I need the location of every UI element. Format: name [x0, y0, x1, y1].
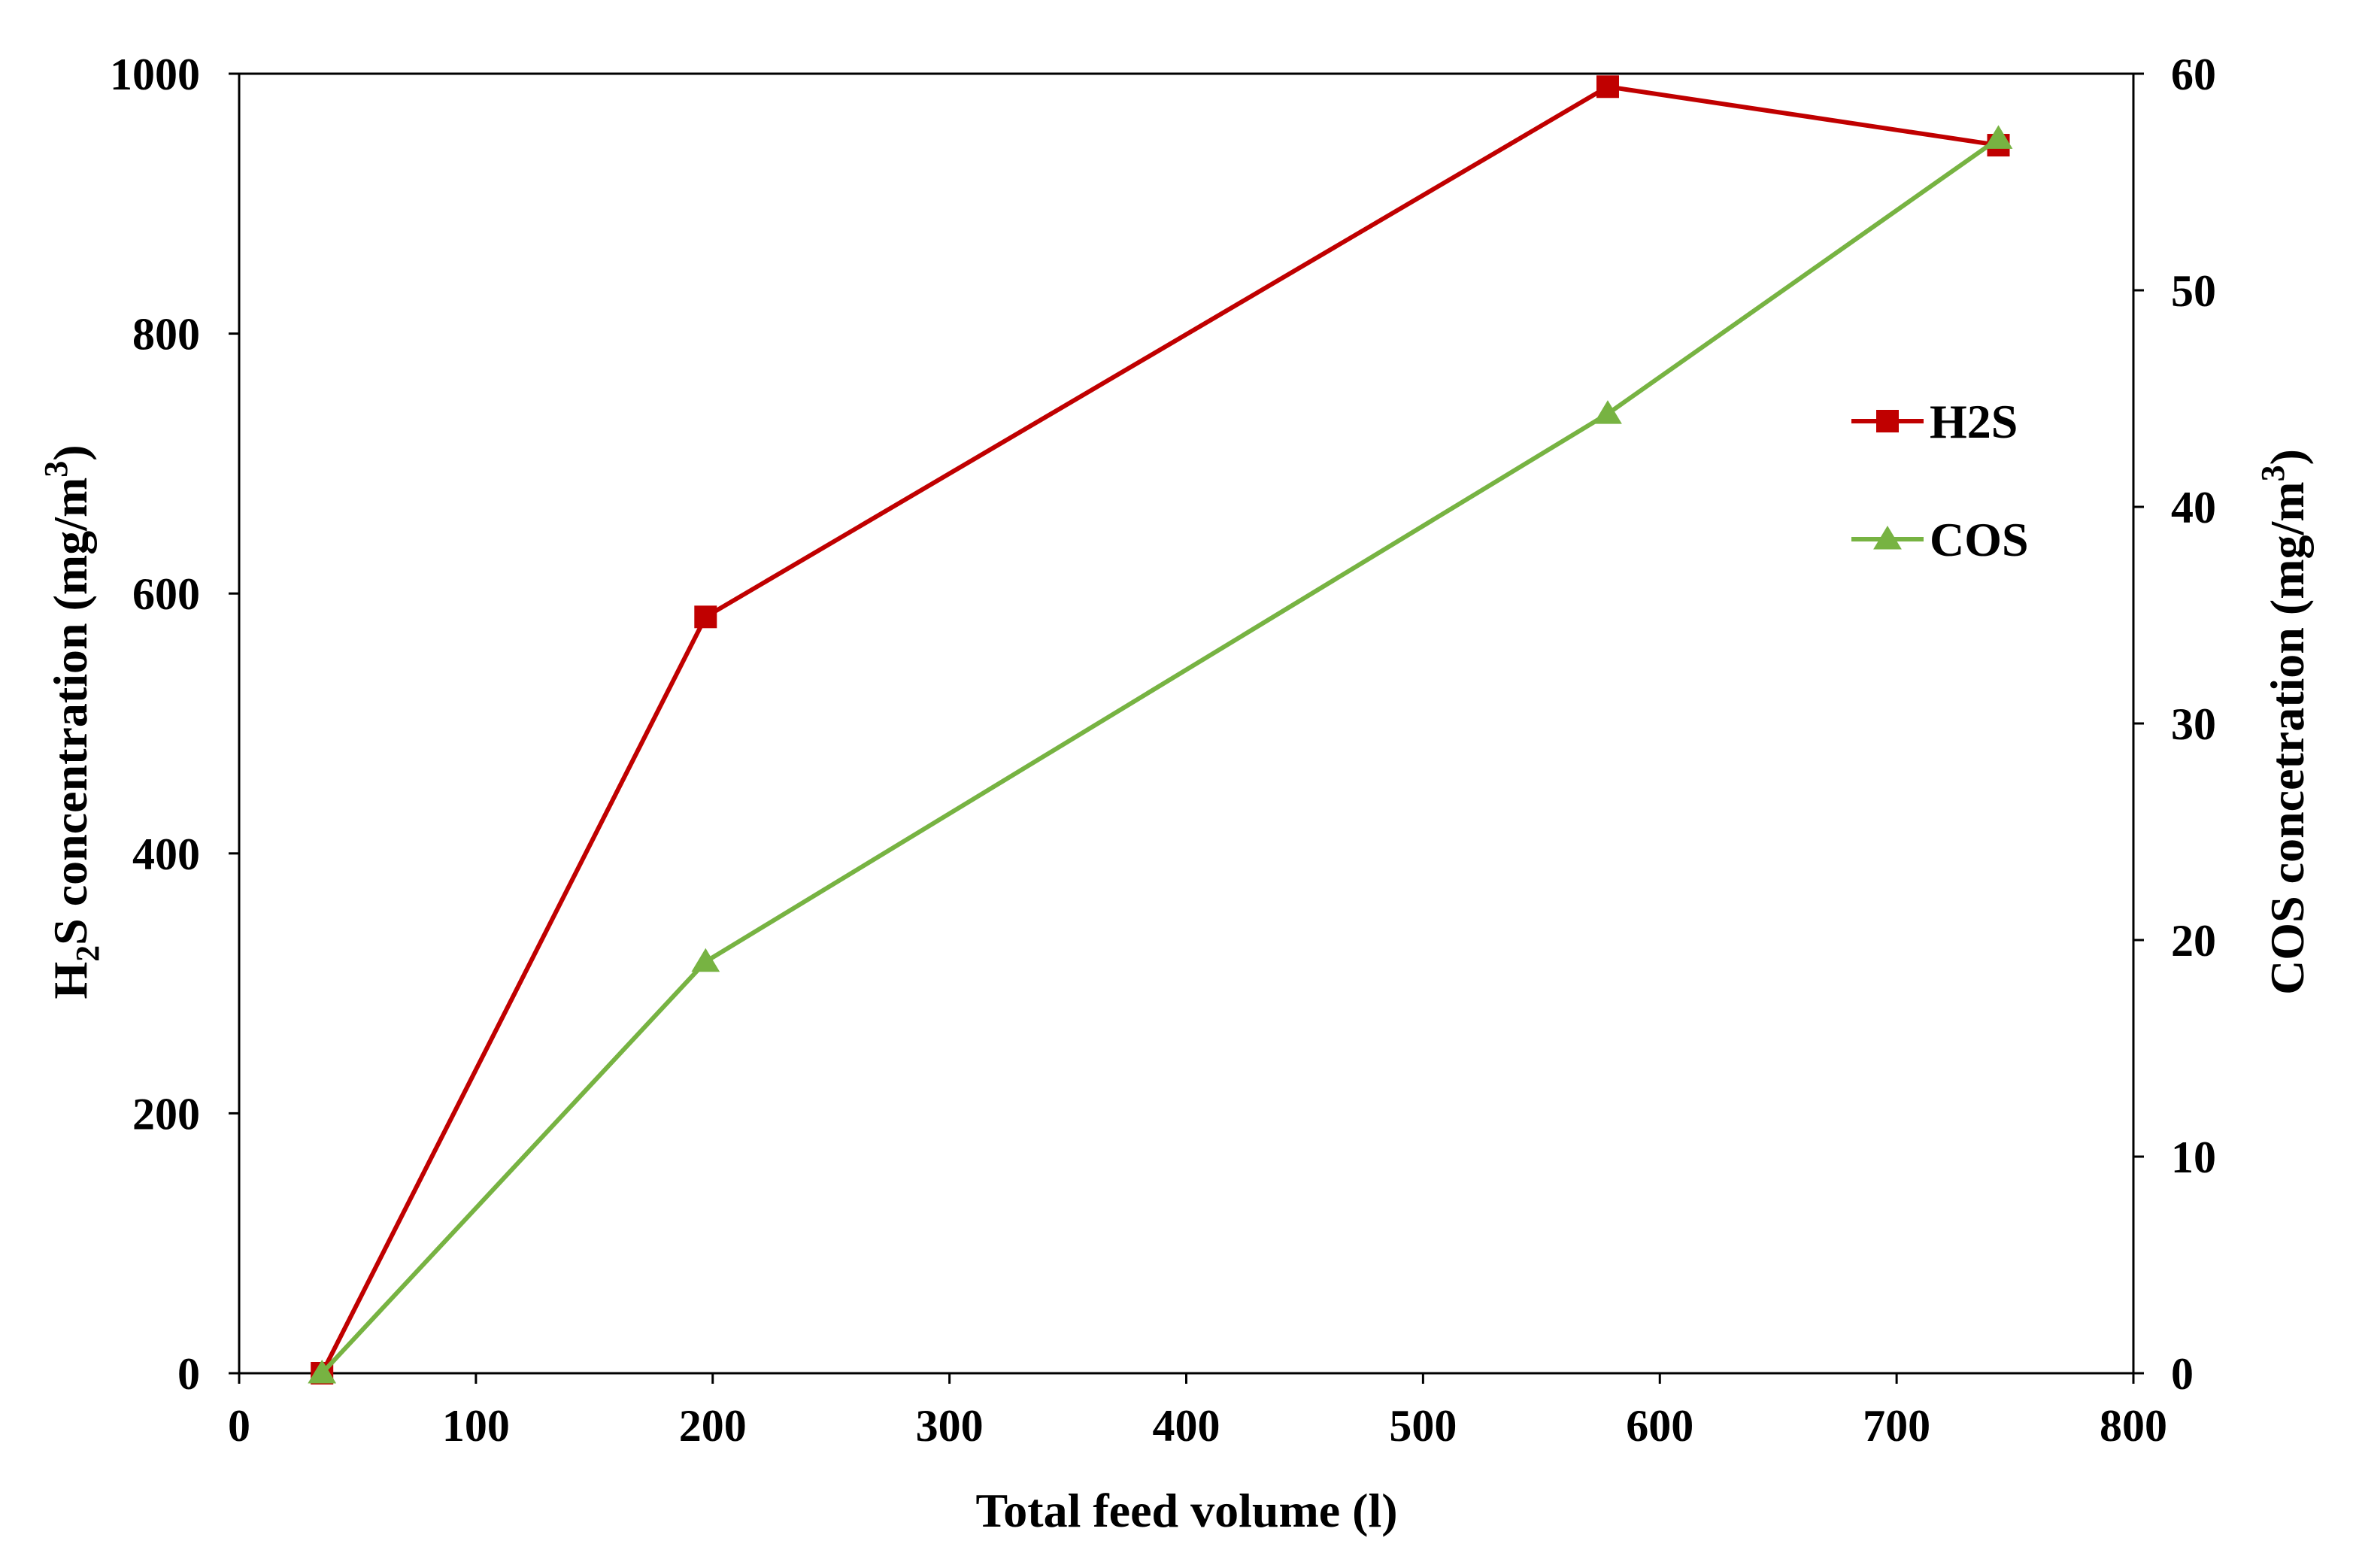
x-axis-title: Total feed volume (l) [975, 1484, 1397, 1537]
right-y-tick-label: 20 [2171, 916, 2216, 966]
right-y-tick-label: 60 [2171, 50, 2216, 99]
data-point-cos [691, 948, 720, 972]
data-point-cos [308, 1360, 337, 1384]
right-y-axis-title-main: COS concetration (mg/m [2260, 481, 2314, 995]
left-y-axis-title-main: H [44, 962, 97, 999]
x-axis-ticks: 0 100 200 300 400 500 600 700 800 [228, 1373, 2167, 1451]
legend: H2S COS [1851, 395, 2029, 566]
right-y-tick-label: 40 [2171, 483, 2216, 532]
left-y-axis-ticks: 0 200 400 600 800 1000 [110, 50, 239, 1399]
x-tick-label: 800 [2100, 1401, 2167, 1451]
legend-marker-cos [1873, 526, 1902, 550]
series-line-cos [320, 136, 2000, 1375]
right-y-tick-label: 10 [2171, 1133, 2216, 1182]
left-y-tick-label: 0 [177, 1349, 200, 1399]
x-tick-label: 700 [1863, 1401, 1930, 1451]
x-tick-label: 300 [916, 1401, 984, 1451]
data-point-h2s [1596, 75, 1619, 99]
left-y-axis-title-rest: S concentration (mg/m [44, 478, 97, 945]
x-tick-label: 0 [228, 1401, 250, 1451]
left-y-axis-title-superscript: 3 [38, 461, 74, 478]
left-y-axis-title-end: ) [44, 444, 97, 460]
left-y-tick-label: 200 [132, 1089, 200, 1139]
data-point-cos [1593, 400, 1622, 424]
data-point-h2s [694, 605, 717, 629]
legend-item-cos: COS [1851, 513, 2029, 566]
data-point-cos [1984, 125, 2013, 149]
left-y-tick-label: 1000 [110, 50, 200, 99]
right-y-tick-label: 50 [2171, 266, 2216, 316]
right-y-tick-label: 30 [2171, 699, 2216, 749]
plot-area [238, 72, 2135, 1375]
right-y-axis-title-end: ) [2260, 449, 2314, 465]
left-y-tick-label: 400 [132, 829, 200, 879]
right-y-tick-label: 0 [2171, 1349, 2194, 1399]
x-tick-label: 100 [442, 1401, 510, 1451]
series-layer [308, 75, 2013, 1385]
legend-label-cos: COS [1930, 513, 2029, 566]
legend-label-h2s: H2S [1930, 395, 2018, 448]
x-tick-label: 600 [1626, 1401, 1693, 1451]
series-cos [308, 125, 2013, 1384]
series-h2s [311, 75, 2010, 1385]
left-y-axis-title-subscript: 2 [69, 945, 106, 962]
right-y-axis-ticks: 0 10 20 30 40 50 60 [2133, 50, 2216, 1399]
legend-item-h2s: H2S [1851, 395, 2018, 448]
right-y-axis-title: COS concetration (mg/m3) [2254, 449, 2314, 995]
x-tick-label: 400 [1153, 1401, 1220, 1451]
x-tick-label: 500 [1389, 1401, 1457, 1451]
right-y-axis-title-superscript: 3 [2254, 465, 2291, 481]
x-tick-label: 200 [679, 1401, 747, 1451]
left-y-tick-label: 600 [132, 569, 200, 619]
legend-marker-h2s [1876, 410, 1899, 432]
series-line-h2s [320, 84, 1999, 1375]
left-y-axis-title: H2S concentration (mg/m3) [38, 444, 106, 999]
left-y-tick-label: 800 [132, 310, 200, 359]
